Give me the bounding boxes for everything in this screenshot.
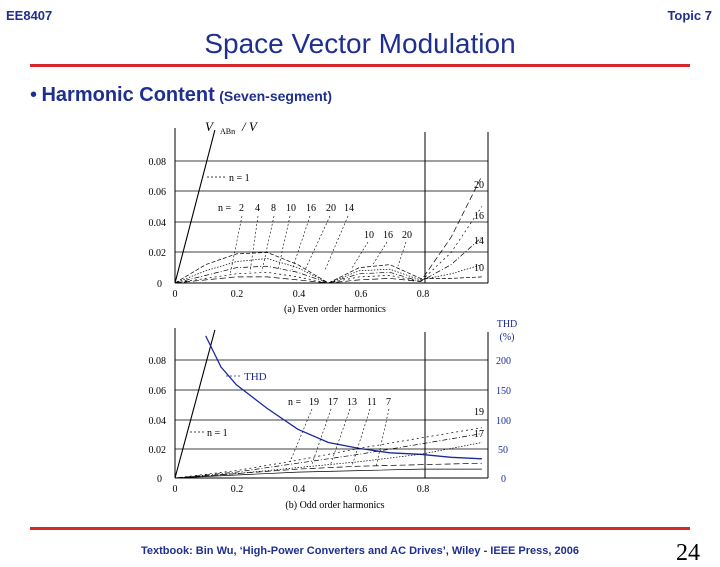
chart-b-ytick: 0 [157, 474, 162, 485]
chart-a-right-label: 10 [474, 263, 484, 274]
chart-a-n-item: 2 [239, 203, 244, 214]
chart-a-xtick: 0.6 [355, 289, 368, 300]
chart-a-ylabel-sub: ABn [220, 127, 235, 136]
chart-a-xtick: 0.4 [293, 289, 306, 300]
chart-a-right-label: 16 [474, 211, 484, 222]
chart-a-n-item: 14 [344, 203, 354, 214]
footer-citation: Textbook: Bin Wu, ‘High-Power Converters… [141, 545, 579, 557]
harmonic-series-line [174, 175, 483, 284]
chart-b-xtick: 0.2 [231, 484, 244, 495]
chart-b-xtick: 0.6 [355, 484, 368, 495]
chart-b-ytick: 0.04 [149, 416, 167, 427]
thd-curve [205, 335, 482, 460]
fundamental-line [174, 329, 216, 479]
chart-b-y2tick: 100 [496, 416, 511, 427]
chart-a-caption: (a) Even order harmonics [284, 304, 386, 315]
course-code: EE8407 [6, 8, 53, 23]
chart-a-ylabel-ratio: / V [241, 119, 259, 134]
harmonic-series-line [174, 462, 482, 479]
chart-b-n-item: 19 [309, 397, 319, 408]
chart-b-ytick: 0.02 [149, 445, 167, 456]
harmonic-series-line [174, 468, 482, 479]
chart-a-mid-item: 10 [364, 230, 374, 241]
chart-a-ytick: 0.06 [149, 187, 167, 198]
chart-b-n-item: 7 [386, 397, 391, 408]
chart-b-y2tick: 0 [501, 474, 506, 485]
chart-b-n-item: 17 [328, 397, 338, 408]
chart-a-series [174, 129, 483, 284]
chart-b-xtick: 0 [173, 484, 178, 495]
chart-a-n-item: 20 [326, 203, 336, 214]
harmonic-series-line [174, 252, 482, 284]
page-number: 24 [676, 540, 700, 566]
bullet-sub-text: (Seven-segment) [219, 88, 333, 104]
chart-b-right-label: 17 [474, 429, 484, 440]
chart-a-ytick: 0.02 [149, 248, 167, 259]
chart-b-y2tick: 150 [496, 386, 511, 397]
fundamental-line [174, 129, 216, 284]
chart-b-ytick: 0.08 [149, 356, 167, 367]
chart-a-ytick: 0.04 [149, 218, 167, 229]
chart-b-thd-label: THD [244, 371, 267, 383]
harmonic-series-line [174, 427, 482, 479]
chart-b-n-item: 11 [367, 397, 377, 408]
chart-a-n-item: 16 [306, 203, 316, 214]
chart-a-ytick: 0 [157, 279, 162, 290]
harmonic-series-line [174, 258, 483, 284]
chart-a-n-item: 10 [286, 203, 296, 214]
chart-a-n-prefix: n = [218, 203, 232, 214]
bullet-dot-icon: • [30, 84, 38, 106]
chart-a-fundamental-label: n = 1 [229, 173, 250, 184]
chart-b-xtick: 0.4 [293, 484, 306, 495]
chart-a-ytick: 0.08 [149, 157, 167, 168]
chart-b-n-item: 13 [347, 397, 357, 408]
chart-b-n-prefix: n = [288, 397, 302, 408]
chart-b-y2tick: 200 [496, 356, 511, 367]
chart-a-right-label: 14 [474, 236, 484, 247]
chart-a-mid-item: 16 [383, 230, 393, 241]
bottom-rule [30, 527, 690, 530]
chart-b-thd-axis-unit: (%) [500, 332, 515, 343]
topic-label: Topic 7 [667, 8, 712, 23]
top-rule [30, 64, 690, 67]
chart-a-xtick: 0.2 [231, 289, 244, 300]
chart-b-right-label: 19 [474, 407, 484, 418]
chart-a-xtick: 0 [173, 289, 178, 300]
chart-even-harmonics: V ABn / V 0.08 0.06 0.04 0.02 0 0 0.2 0.… [149, 119, 489, 315]
chart-a-mid-item: 20 [402, 230, 412, 241]
chart-b-leader-lines [289, 408, 390, 468]
chart-b-thd-axis-label: THD [497, 319, 518, 330]
chart-a-ylabel-v: V [205, 119, 215, 134]
chart-b-fundamental-label: n = 1 [207, 428, 228, 439]
chart-b-series [174, 329, 482, 479]
chart-b-ytick: 0.06 [149, 386, 167, 397]
harmonic-series-line [174, 442, 482, 479]
chart-a-grid [174, 128, 489, 284]
chart-a-n-item: 4 [255, 203, 260, 214]
chart-a-right-label: 20 [474, 180, 484, 191]
bullet-main-text: Harmonic Content [41, 84, 215, 106]
chart-b-grid [174, 328, 489, 479]
chart-b-y2tick: 50 [498, 445, 508, 456]
harmonic-series-line [174, 433, 482, 479]
chart-odd-harmonics: 0.08 0.06 0.04 0.02 0 0 0.2 0.4 0.6 0.8 … [149, 319, 518, 511]
bullet-point: • Harmonic Content (Seven-segment) [30, 84, 332, 107]
slide-title: Space Vector Modulation [204, 28, 516, 59]
chart-b-caption: (b) Odd order harmonics [285, 500, 384, 511]
chart-b-xtick: 0.8 [417, 484, 430, 495]
chart-a-leader-lines [229, 215, 407, 276]
chart-a-xtick: 0.8 [417, 289, 430, 300]
chart-a-n-item: 8 [271, 203, 276, 214]
